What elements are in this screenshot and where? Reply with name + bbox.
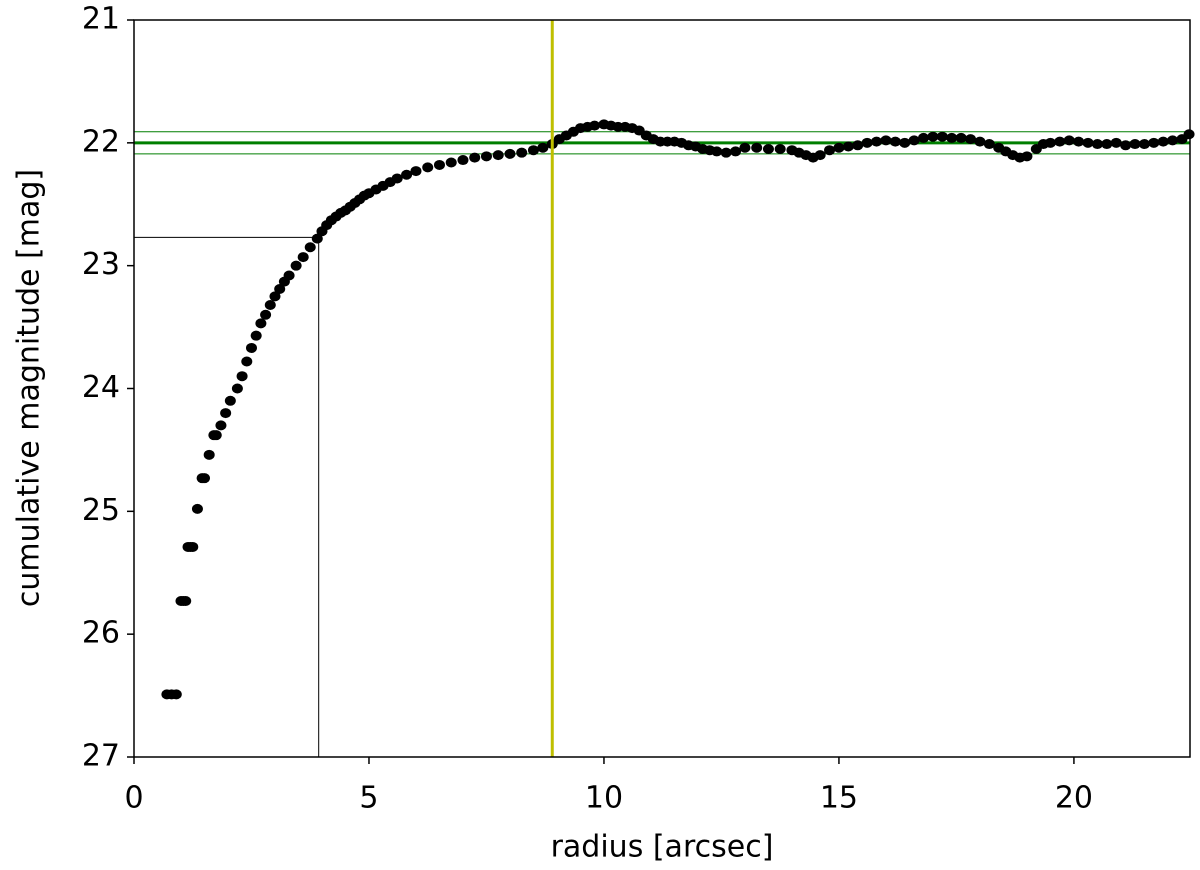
data-point	[880, 135, 892, 146]
data-point	[833, 142, 845, 153]
data-point	[422, 162, 434, 173]
data-point	[946, 132, 958, 143]
data-point	[297, 252, 309, 263]
data-point	[187, 541, 199, 552]
y-tick-label: 27	[82, 739, 120, 774]
data-point	[1082, 137, 1094, 148]
x-tick-label: 10	[585, 781, 623, 816]
data-point	[304, 242, 316, 253]
data-point	[274, 284, 286, 295]
data-point	[814, 150, 826, 161]
x-tick-label: 5	[359, 781, 378, 816]
data-point	[908, 135, 920, 146]
data-point	[1054, 136, 1066, 147]
data-point	[410, 166, 422, 177]
data-point	[180, 596, 192, 607]
data-point	[1138, 139, 1150, 150]
data-point	[965, 134, 977, 145]
data-point	[236, 371, 248, 382]
y-tick-label: 26	[82, 616, 120, 651]
y-tick-label: 25	[82, 493, 120, 528]
data-point	[215, 420, 227, 431]
data-point	[1021, 151, 1033, 162]
data-point	[241, 356, 253, 367]
data-point	[1129, 139, 1141, 150]
data-point	[983, 139, 995, 150]
data-point	[720, 147, 732, 158]
data-point	[711, 146, 723, 157]
data-point	[170, 689, 182, 700]
data-point	[255, 318, 267, 329]
data-point	[927, 131, 939, 142]
data-point	[1183, 129, 1195, 140]
data-point	[283, 270, 295, 281]
x-tick-label: 15	[820, 781, 858, 816]
data-point	[739, 142, 751, 153]
data-point	[527, 145, 539, 156]
data-point	[871, 136, 883, 147]
data-point	[589, 120, 601, 131]
data-point	[762, 143, 774, 154]
y-axis-label: cumulative magnitude [mag]	[12, 169, 47, 607]
data-point	[250, 330, 262, 341]
data-point	[537, 142, 549, 153]
y-tick-label: 21	[82, 2, 120, 37]
data-point	[899, 137, 911, 148]
data-point	[824, 145, 836, 156]
y-tick-label: 23	[82, 247, 120, 282]
data-point	[231, 383, 243, 394]
data-point	[751, 142, 763, 153]
y-tick-label: 22	[82, 124, 120, 159]
data-point	[918, 132, 930, 143]
data-point	[1157, 136, 1169, 147]
data-point	[269, 291, 281, 302]
data-point	[774, 143, 786, 154]
data-point	[1148, 137, 1160, 148]
data-point	[861, 137, 873, 148]
data-point	[1063, 135, 1075, 146]
data-point	[445, 157, 457, 168]
data-point	[245, 342, 257, 353]
data-point	[955, 132, 967, 143]
data-point	[936, 131, 948, 142]
data-point	[1044, 137, 1056, 148]
x-tick-label: 20	[1055, 781, 1093, 816]
data-point	[1120, 140, 1132, 151]
data-point	[203, 449, 215, 460]
data-point	[469, 152, 481, 163]
data-point	[433, 159, 445, 170]
data-point	[1167, 135, 1179, 146]
data-point	[457, 155, 469, 166]
plot-frame	[133, 19, 1191, 758]
data-point	[516, 147, 528, 158]
data-point	[492, 150, 504, 161]
data-point	[260, 309, 272, 320]
data-point	[730, 146, 742, 157]
data-point	[391, 173, 403, 184]
data-point	[210, 430, 222, 441]
data-point	[290, 260, 302, 271]
data-point	[889, 136, 901, 147]
data-point	[480, 151, 492, 162]
data-point	[1110, 137, 1122, 148]
data-point	[1101, 139, 1113, 150]
x-axis-label: radius [arcsec]	[551, 830, 774, 865]
data-point	[220, 408, 232, 419]
data-point	[401, 169, 413, 180]
data-point	[1091, 139, 1103, 150]
y-tick-label: 24	[82, 370, 120, 405]
data-point	[311, 233, 323, 244]
data-point	[198, 473, 210, 484]
data-point	[191, 503, 203, 514]
x-tick-label: 0	[124, 781, 143, 816]
data-point	[1073, 136, 1085, 147]
data-point	[504, 148, 516, 159]
data-point	[842, 141, 854, 152]
data-point	[852, 140, 864, 151]
data-point	[264, 299, 276, 310]
data-point	[974, 136, 986, 147]
data-point	[224, 395, 236, 406]
